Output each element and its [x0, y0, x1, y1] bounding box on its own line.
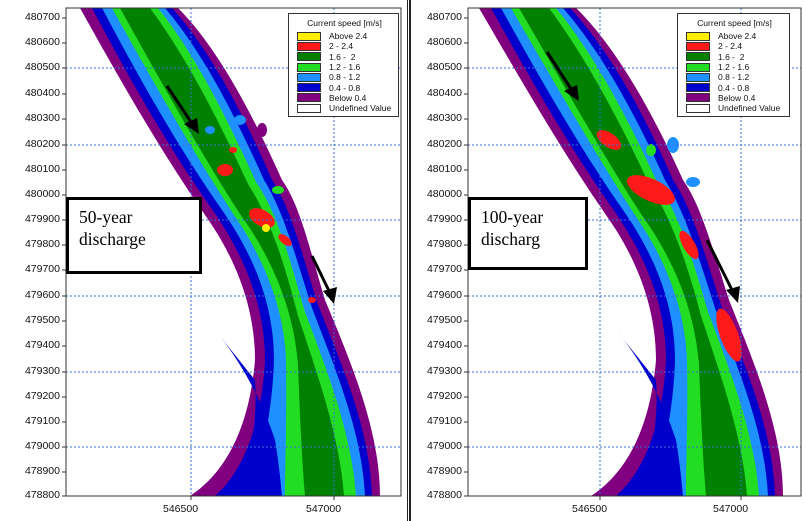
- legend-swatch: [686, 41, 710, 51]
- legend-swatch: [686, 62, 710, 72]
- y-tick-label: 478800: [24, 489, 60, 501]
- y-tick-label: 479700: [24, 263, 60, 275]
- legend-swatch: [297, 72, 321, 82]
- y-tick-label: 480200: [426, 138, 462, 150]
- legend-item: 1.6 - 2: [297, 52, 392, 62]
- y-tick-label: 479800: [426, 238, 462, 250]
- y-tick-label: 479200: [24, 390, 60, 402]
- tick-marks: [62, 17, 335, 500]
- y-tick-label: 479100: [426, 415, 462, 427]
- y-tick-label: 479000: [426, 440, 462, 452]
- legend-swatch: [297, 31, 321, 41]
- legend-swatch: [297, 41, 321, 51]
- legend-item: 2 - 2.4: [686, 41, 783, 51]
- legend-swatch: [297, 103, 321, 113]
- flow-arrow-2: [705, 239, 740, 303]
- y-tick-label: 479200: [426, 390, 462, 402]
- y-tick-label: 479900: [426, 213, 462, 225]
- y-tick-label: 480700: [24, 11, 60, 23]
- legend-item: Above 2.4: [686, 31, 783, 41]
- map-panel-100-year: 480700 480600 480500 480400 480300 48020…: [409, 0, 805, 521]
- legend-item: 0.4 - 0.8: [686, 82, 783, 93]
- legend-swatch: [686, 31, 710, 41]
- x-tick-label: 546500: [572, 503, 608, 515]
- legend-swatch: [297, 62, 321, 72]
- y-tick-label: 479900: [24, 213, 60, 225]
- discharge-label-line2: discharge: [79, 229, 146, 249]
- flow-arrow-2: [310, 255, 337, 304]
- legend: Current speed [m/s] Above 2.4 2 - 2.4 1.…: [677, 13, 790, 118]
- y-tick-label: 479300: [24, 365, 60, 377]
- y-tick-label: 480000: [426, 188, 462, 200]
- legend-swatch: [686, 83, 710, 93]
- legend-item: Undefined Value: [297, 103, 392, 113]
- discharge-label-100: 100-year discharg: [468, 197, 588, 270]
- discharge-label-line2: discharg: [481, 229, 540, 249]
- y-tick-label: 480100: [426, 163, 462, 175]
- legend-item: 1.2 - 1.6: [297, 62, 392, 72]
- y-tick-label: 479700: [426, 263, 462, 275]
- discharge-label-50: 50-year discharge: [66, 197, 202, 274]
- legend-item: 0.4 - 0.8: [297, 82, 392, 93]
- legend-item: Above 2.4: [297, 31, 392, 41]
- y-tick-label: 480600: [426, 36, 462, 48]
- legend-swatch: [297, 93, 321, 103]
- legend-item: Below 0.4: [686, 93, 783, 103]
- legend-swatch: [686, 72, 710, 82]
- discharge-label-line1: 100-year: [481, 207, 544, 227]
- x-tick-label: 547000: [306, 503, 342, 515]
- flow-arrow-1: [165, 85, 199, 134]
- y-tick-label: 479300: [426, 365, 462, 377]
- y-tick-label: 479400: [24, 339, 60, 351]
- legend-item: 0.8 - 1.2: [297, 72, 392, 82]
- legend-swatch: [297, 52, 321, 62]
- y-tick-label: 479800: [24, 238, 60, 250]
- legend-item: 2 - 2.4: [297, 41, 392, 51]
- y-tick-label: 480500: [24, 61, 60, 73]
- flow-arrow-1: [545, 51, 579, 101]
- y-tick-label: 479500: [24, 314, 60, 326]
- y-tick-label: 480200: [24, 138, 60, 150]
- legend-item: 1.6 - 2: [686, 52, 783, 62]
- map-panel-50-year: 480700 480600 480500 480400 480300 48020…: [24, 0, 408, 521]
- y-tick-label: 478800: [426, 489, 462, 501]
- legend-swatch: [686, 52, 710, 62]
- river-speed-map-100: [464, 7, 802, 500]
- legend-swatch: [686, 103, 710, 113]
- y-tick-label: 480400: [426, 87, 462, 99]
- y-tick-label: 479000: [24, 440, 60, 452]
- tick-marks: [464, 17, 742, 500]
- y-tick-label: 480500: [426, 61, 462, 73]
- legend: Current speed [m/s] Above 2.4 2 - 2.4 1.…: [288, 13, 399, 118]
- y-tick-label: 480400: [24, 87, 60, 99]
- x-tick-label: 546500: [163, 503, 199, 515]
- legend-swatch: [686, 93, 710, 103]
- y-tick-label: 479600: [24, 289, 60, 301]
- y-tick-label: 478900: [24, 465, 60, 477]
- y-tick-label: 480100: [24, 163, 60, 175]
- y-tick-label: 478900: [426, 465, 462, 477]
- y-tick-label: 480300: [24, 112, 60, 124]
- x-tick-label: 547000: [713, 503, 749, 515]
- legend-item: Below 0.4: [297, 93, 392, 103]
- y-tick-label: 480700: [426, 11, 462, 23]
- y-tick-label: 479500: [426, 314, 462, 326]
- y-tick-label: 479100: [24, 415, 60, 427]
- legend-item: 1.2 - 1.6: [686, 62, 783, 72]
- legend-item: 0.8 - 1.2: [686, 72, 783, 82]
- y-tick-label: 479400: [426, 339, 462, 351]
- discharge-label-line1: 50-year: [79, 207, 133, 227]
- y-tick-label: 480000: [24, 188, 60, 200]
- legend-item: Undefined Value: [686, 103, 783, 113]
- legend-swatch: [297, 83, 321, 93]
- y-tick-label: 480600: [24, 36, 60, 48]
- legend-title: Current speed [m/s]: [307, 18, 382, 28]
- legend-title: Current speed [m/s]: [697, 18, 772, 28]
- y-tick-label: 479600: [426, 289, 462, 301]
- y-tick-label: 480300: [426, 112, 462, 124]
